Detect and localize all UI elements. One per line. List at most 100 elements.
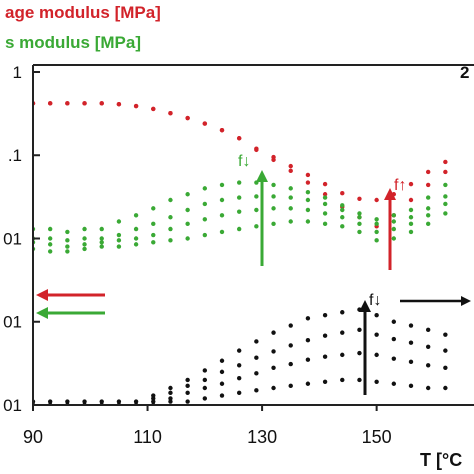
data-point [305,189,311,195]
data-point [425,221,431,227]
legend-loss: s modulus [MPa] [5,33,141,52]
x-tick-label: 130 [247,427,277,447]
data-point [65,101,70,106]
data-point [254,224,259,229]
data-point [99,399,104,404]
data-point [271,182,276,188]
data-point [185,236,190,241]
data-point [168,110,173,116]
data-point [116,232,122,238]
data-point [151,221,156,227]
data-point [219,393,225,398]
data-point [271,365,276,370]
data-point [340,377,345,383]
data-point [151,206,156,211]
y-tick-label: 1 [13,63,22,82]
data-point [236,363,242,368]
data-point [65,244,70,249]
data-point [357,350,362,356]
data-point [47,242,53,247]
data-point [254,355,259,360]
data-point [168,390,173,396]
data-point [408,215,414,220]
data-point [151,232,156,238]
data-point [271,194,276,199]
data-point [425,385,431,391]
data-point [133,226,139,232]
data-point [185,377,190,383]
data-point [116,102,122,107]
data-point [322,379,328,384]
data-point [340,224,345,229]
data-point [357,196,362,201]
data-point [340,191,345,196]
data-point [254,194,259,199]
data-point [116,219,122,224]
data-point [236,348,242,353]
data-point [168,197,173,203]
data-point [374,229,379,235]
data-point [202,385,208,391]
data-point [305,338,311,343]
data-point [236,180,242,185]
data-point [168,238,173,243]
data-point [425,213,431,218]
data-point [133,103,139,109]
annotation: f↑ [394,177,406,194]
y-tick-label: 01 [3,229,22,248]
data-point [322,333,328,338]
data-point [322,312,328,318]
data-point [219,229,225,235]
x-tick-label: 150 [362,427,392,447]
data-point [82,101,87,106]
data-point [357,229,362,235]
data-point [185,192,190,197]
data-point [116,238,122,243]
data-point [254,207,259,213]
data-point [236,209,242,214]
data-point [340,352,345,358]
data-point [288,206,293,211]
data-point [305,381,311,386]
data-point [236,195,242,200]
data-point [65,238,70,243]
data-point [185,221,190,227]
data-point [391,226,397,232]
data-point [374,352,379,358]
data-point [340,215,345,220]
x-tick-label: 110 [133,427,162,447]
data-point [254,339,259,344]
data-point [408,207,414,213]
data-point [357,307,362,312]
data-point [219,182,225,188]
data-point [391,319,397,324]
data-point [99,244,104,249]
data-point [391,381,397,386]
data-point [357,377,362,383]
plot-area [33,101,448,406]
data-point [65,399,70,404]
data-point [271,349,276,354]
data-point [408,323,414,328]
data-point [305,197,311,203]
data-point [185,115,190,121]
data-point [288,219,293,224]
data-point [202,201,208,207]
data-point [219,369,225,375]
data-point [288,361,293,367]
data-point [185,383,190,389]
data-point [133,236,139,241]
data-point [425,206,431,211]
data-point [374,312,379,318]
data-point [374,332,379,337]
data-point [425,363,431,368]
data-point [443,211,448,216]
data-point [99,240,104,245]
data-point [305,219,311,224]
data-point [340,207,345,213]
data-point [443,348,448,353]
data-point [65,249,70,254]
data-point [288,383,293,389]
data-point [357,215,362,220]
